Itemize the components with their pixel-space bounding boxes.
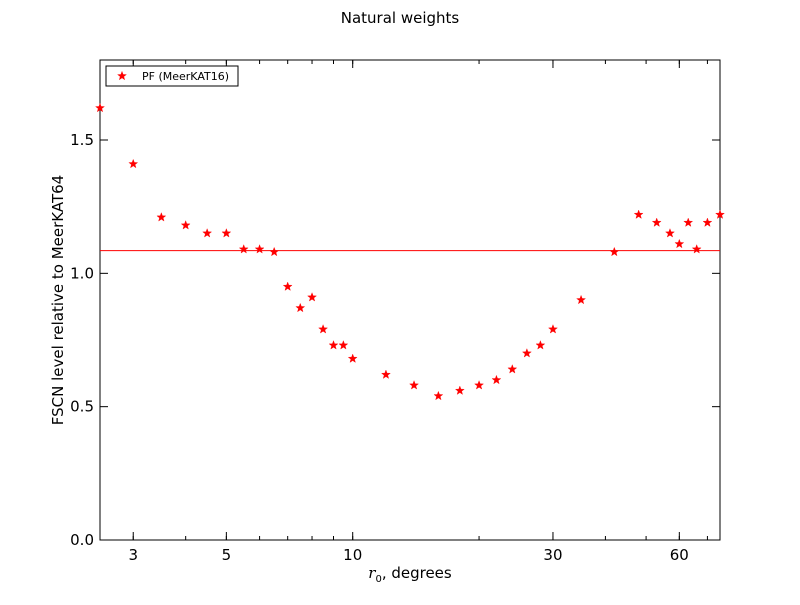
x-tick-label: 5 [222, 546, 232, 564]
data-points [95, 102, 725, 401]
data-point-star [674, 238, 685, 249]
plot-area [99, 59, 721, 541]
data-point-star [576, 294, 587, 305]
data-point-star [156, 212, 167, 222]
legend-label: PF (MeerKAT16) [142, 70, 229, 83]
data-point-star [691, 244, 702, 254]
data-point-star [715, 209, 725, 219]
y-tick-label: 0.0 [70, 531, 94, 549]
x-tick-label: 60 [670, 546, 689, 564]
data-point-star [702, 217, 713, 227]
data-point-star [318, 324, 329, 334]
data-point-star [651, 217, 662, 227]
axis-tick-labels: 3 5 10 30 60 0.0 0.5 1.0 1.5 [70, 131, 689, 564]
legend-marker-star [117, 70, 127, 81]
data-point-star [609, 246, 620, 257]
y-axis-label: FSCN level relative to MeerKAT64 [49, 175, 67, 425]
data-point-star [238, 244, 249, 254]
x-tick-label: 10 [343, 546, 362, 564]
data-point-star [454, 385, 465, 395]
data-point-star [221, 228, 232, 238]
x-tick-label: 3 [128, 546, 138, 564]
y-tick-label: 0.5 [70, 398, 94, 416]
data-point-star [347, 353, 358, 363]
y-tick-label: 1.0 [70, 264, 94, 282]
data-point-star [548, 324, 558, 334]
data-point-star [381, 369, 391, 379]
data-point-star [254, 244, 265, 254]
data-point-star [409, 380, 419, 390]
x-axis-label-subscript: 0 [375, 574, 381, 585]
data-point-star [633, 209, 644, 219]
data-point-star [507, 364, 518, 374]
data-point-star [338, 340, 349, 350]
legend-star [117, 70, 127, 81]
data-point-star [474, 380, 484, 390]
legend: PF (MeerKAT16) [105, 65, 239, 87]
data-point-star [95, 102, 105, 113]
data-point-star [683, 217, 694, 227]
data-point-star [433, 390, 444, 401]
data-point-star [180, 220, 191, 230]
data-point-star [521, 348, 532, 358]
x-tick-label: 30 [543, 546, 562, 564]
data-point-star [328, 340, 339, 350]
y-tick-label: 1.5 [70, 131, 94, 149]
data-point-star [307, 292, 317, 302]
data-point-star [491, 374, 502, 385]
data-point-star [269, 246, 280, 257]
x-axis-label-rest: , degrees [382, 564, 452, 582]
legend-box [105, 65, 239, 87]
chart-title: Natural weights [341, 9, 460, 27]
data-point-star [665, 228, 675, 238]
data-point-star [282, 281, 293, 291]
data-point-star [295, 302, 306, 313]
axis-ticks [100, 60, 720, 541]
x-axis-label: r0, degrees [368, 564, 452, 585]
data-point-star [535, 340, 546, 350]
data-point-star [202, 228, 213, 238]
x-axis-label-symbol: r [368, 564, 376, 582]
data-point-star [128, 158, 139, 169]
